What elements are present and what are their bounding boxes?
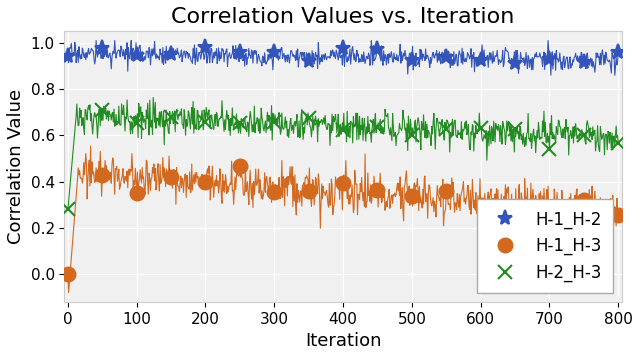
Title: Correlation Values vs. Iteration: Correlation Values vs. Iteration — [172, 7, 515, 27]
H-2_H-3 — [546, 147, 554, 151]
H-2_H-3 — [614, 141, 622, 145]
H-2_H-3 — [339, 128, 347, 132]
H-2_H-3 — [580, 133, 588, 137]
H-1_H-3 — [64, 272, 72, 276]
H-2_H-3 — [305, 116, 312, 121]
X-axis label: Iteration: Iteration — [305, 332, 381, 350]
H-1_H-2 — [202, 45, 209, 49]
H-1_H-3 — [511, 212, 519, 217]
H-1_H-2 — [167, 52, 175, 56]
H-2_H-3 — [374, 125, 381, 130]
H-2_H-3 — [202, 120, 209, 124]
Y-axis label: Correlation Value: Correlation Value — [7, 89, 25, 244]
H-1_H-2 — [374, 47, 381, 51]
H-1_H-3 — [271, 190, 278, 194]
H-1_H-2 — [339, 46, 347, 50]
H-1_H-2 — [477, 58, 484, 62]
H-1_H-3 — [614, 213, 622, 217]
H-1_H-2 — [99, 46, 106, 50]
H-1_H-2 — [64, 54, 72, 59]
H-1_H-3 — [99, 173, 106, 177]
H-2_H-3 — [133, 121, 141, 125]
H-1_H-3 — [580, 198, 588, 202]
H-1_H-3 — [408, 194, 416, 198]
Line: H-1_H-3: H-1_H-3 — [61, 159, 625, 281]
H-2_H-3 — [236, 121, 244, 126]
Legend: H-1_H-2, H-1_H-3, H-2_H-3: H-1_H-2, H-1_H-3, H-2_H-3 — [477, 198, 613, 293]
H-1_H-3 — [374, 188, 381, 192]
H-2_H-3 — [477, 126, 484, 130]
H-2_H-3 — [167, 115, 175, 119]
H-2_H-3 — [64, 207, 72, 211]
H-1_H-2 — [133, 53, 141, 57]
H-2_H-3 — [99, 107, 106, 112]
H-1_H-3 — [442, 189, 450, 193]
H-1_H-3 — [167, 175, 175, 180]
H-2_H-3 — [271, 120, 278, 124]
H-1_H-3 — [133, 191, 141, 196]
Line: H-2_H-3: H-2_H-3 — [61, 102, 625, 216]
H-1_H-3 — [477, 202, 484, 207]
H-1_H-3 — [339, 181, 347, 186]
H-1_H-3 — [236, 164, 244, 168]
H-1_H-2 — [511, 61, 519, 65]
H-1_H-2 — [442, 55, 450, 59]
H-1_H-2 — [580, 60, 588, 64]
H-2_H-3 — [511, 127, 519, 131]
H-1_H-2 — [408, 57, 416, 62]
H-1_H-3 — [305, 189, 312, 193]
Line: H-1_H-2: H-1_H-2 — [60, 39, 626, 70]
H-1_H-3 — [546, 213, 554, 218]
H-1_H-2 — [271, 49, 278, 54]
H-2_H-3 — [442, 127, 450, 131]
H-1_H-3 — [202, 180, 209, 185]
H-2_H-3 — [408, 133, 416, 137]
H-1_H-2 — [305, 58, 312, 62]
H-1_H-2 — [236, 50, 244, 54]
H-1_H-2 — [614, 50, 622, 55]
H-1_H-2 — [546, 57, 554, 62]
